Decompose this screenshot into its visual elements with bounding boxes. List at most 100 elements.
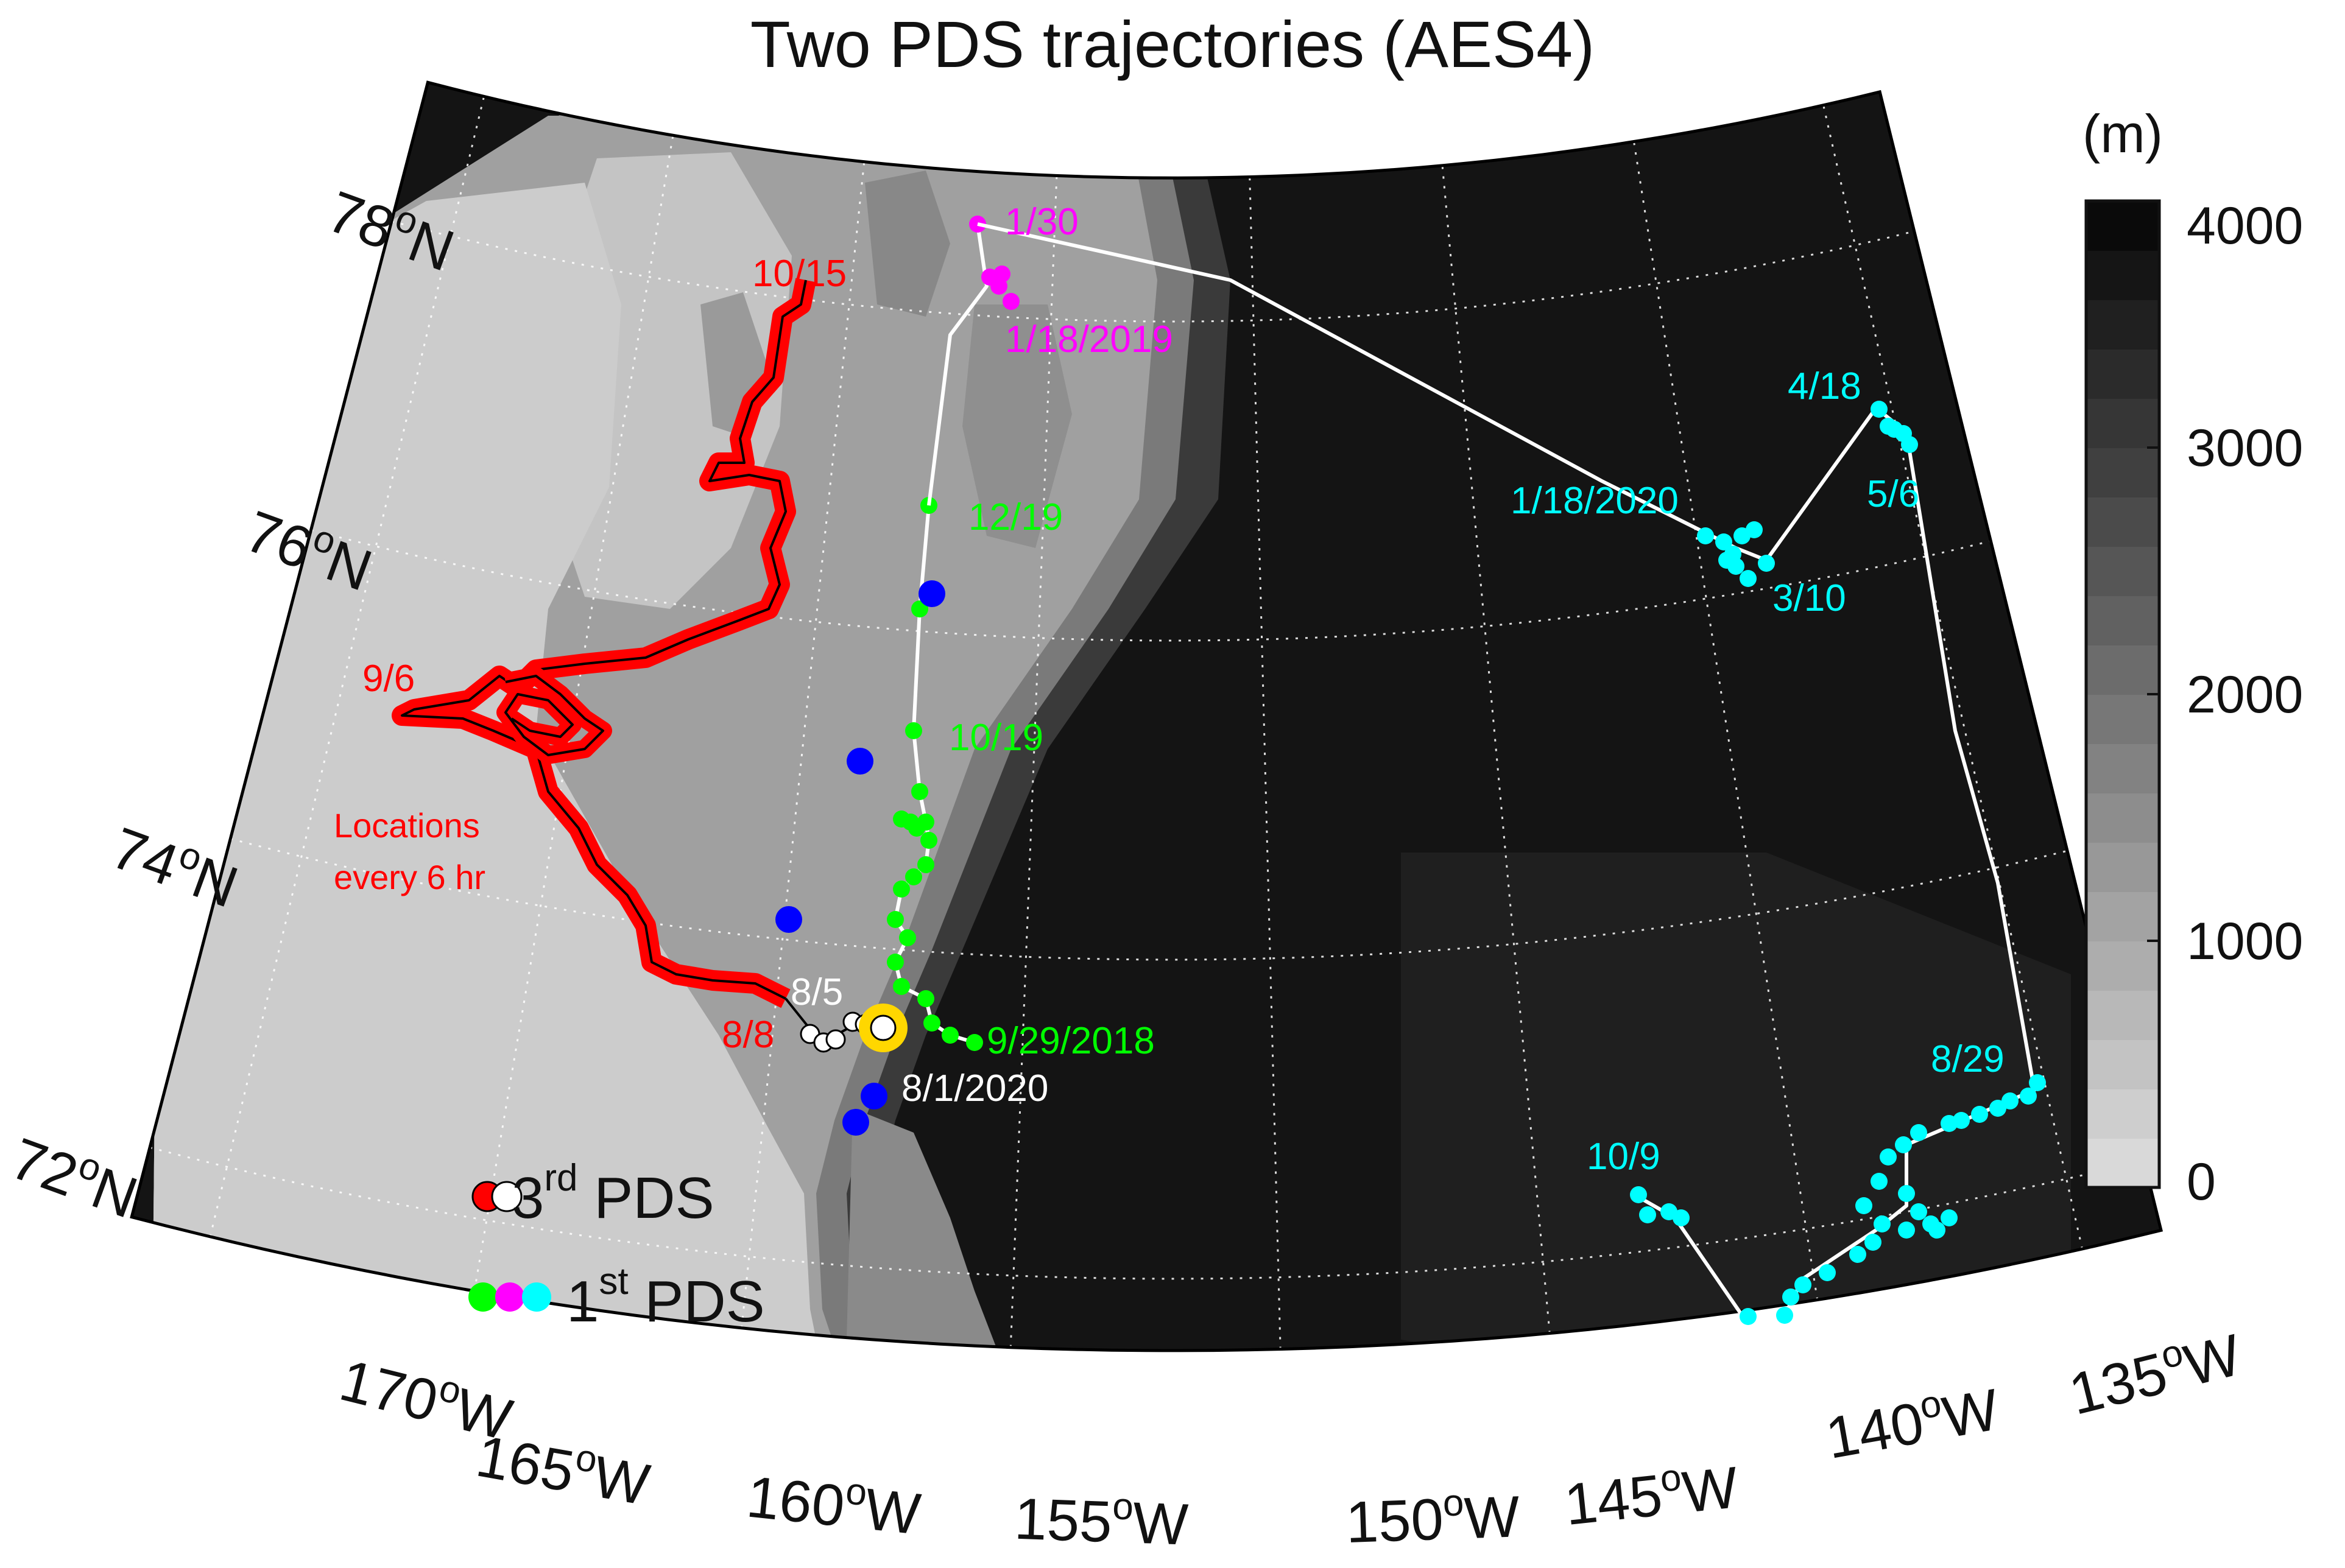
- meridian-140w: [1633, 141, 1819, 1300]
- first-pds-cyan-lower-27: [1639, 1206, 1656, 1223]
- longitude-labels: 170oW 165oW 160oW 155oW 150oW 145oW 140o…: [334, 1318, 2248, 1558]
- colorbar-band-1: [2086, 1089, 2159, 1139]
- mooring-dot-0: [919, 580, 945, 607]
- map-title: Two PDS trajectories (AES4): [750, 7, 1595, 81]
- first-pds-cyan-lower-12: [1910, 1203, 1927, 1220]
- first-pds-green-point-19: [908, 820, 925, 837]
- label-12-19: 12/19: [968, 496, 1063, 538]
- first-pds-cyan-cluster2-4: [1880, 418, 1897, 435]
- map-frame: [130, 80, 2163, 1352]
- mooring-dot-3: [861, 1083, 887, 1109]
- first-pds-green-point-18: [893, 810, 910, 828]
- label-1-18-2019: 1/18/2019: [1005, 318, 1173, 360]
- first-pds-cyan-lower-17: [1864, 1234, 1881, 1251]
- colorbar-band-5: [2086, 891, 2159, 941]
- legend-third-swatch-1: [491, 1181, 523, 1212]
- lon-label-145w: 145oW: [1561, 1450, 1741, 1538]
- lon-label-150w: 150oW: [1345, 1480, 1521, 1555]
- mooring-dot-1: [847, 748, 873, 775]
- colorbar: (m) 4000 3000 2000 1000 0: [2082, 104, 2303, 1211]
- first-pds-green-point-9: [905, 868, 922, 885]
- colorbar-tick-label-3: 1000: [2187, 912, 2303, 971]
- legend-first-swatch-0: [468, 1282, 498, 1312]
- parallel-76n: [311, 529, 1991, 642]
- legend: 3rd PDS 1st PDS: [468, 1157, 765, 1334]
- meridian-150w: [1249, 177, 1282, 1349]
- legend-first-label: 1st PDS: [566, 1260, 765, 1334]
- third-pds-loop-line: [504, 675, 604, 756]
- lat-label-72n: 72oN: [2, 1122, 147, 1231]
- first-pds-cyan-lower-23: [1740, 1308, 1757, 1325]
- first-pds-cyan-lower-28: [1941, 1209, 1958, 1226]
- first-pds-green-point-8: [893, 881, 910, 898]
- label-locations: Locations: [334, 806, 480, 845]
- first-pds-cyan-cluster2-3: [1901, 436, 1918, 453]
- lon-label-155w: 155oW: [1014, 1482, 1190, 1558]
- shelf-region: [152, 183, 853, 1351]
- first-pds-green-point-3: [917, 990, 934, 1007]
- graticule: [149, 96, 2145, 1349]
- ridge-trough-3: [962, 304, 1072, 548]
- third-pds-white-point-2: [825, 1029, 846, 1050]
- first-pds-cyan-lower-0: [2029, 1074, 2046, 1091]
- first-pds-cyan-cluster2-0: [1871, 401, 1888, 418]
- label-4-18: 4/18: [1788, 365, 1861, 407]
- colorbar-band-18: [2086, 250, 2159, 300]
- barrow-canyon: [847, 1108, 1035, 1351]
- first-pds-green-point-10: [917, 856, 934, 873]
- label-1-30: 1/30: [1005, 201, 1079, 243]
- colorbar-band-13: [2086, 497, 2159, 547]
- label-1-18-2020: 1/18/2020: [1511, 480, 1679, 522]
- legend-first-swatch-2: [522, 1282, 551, 1312]
- first-pds-cyan-lower-4: [1971, 1106, 1988, 1123]
- first-pds-green-point-13: [911, 783, 928, 800]
- first-pds-cyan-cluster1-6: [1740, 570, 1757, 587]
- colorbar-band-0: [2086, 1138, 2159, 1188]
- first-pds-cyan-lower-20: [1794, 1276, 1811, 1293]
- first-pds-magenta-point-3: [1003, 293, 1020, 310]
- label-5-6: 5/6: [1867, 473, 1919, 515]
- first-pds-cyan-lower-14: [1898, 1222, 1915, 1239]
- first-pds-cyan-lower-3: [1989, 1100, 2006, 1117]
- colorbar-band-19: [2086, 201, 2159, 251]
- colorbar-band-7: [2086, 793, 2159, 843]
- first-pds-cyan-cluster1-4: [1746, 521, 1763, 538]
- label-3-10: 3/10: [1772, 577, 1846, 619]
- first-pds-white-link: [927, 223, 989, 506]
- legend-third-label: 3rd PDS: [512, 1157, 714, 1231]
- first-pds-green-point-14: [905, 722, 922, 739]
- annotations: 10/15 9/6 8/8 Locations every 6 hr 8/5 8…: [334, 201, 2005, 1178]
- first-pds-green-point-4: [893, 978, 910, 995]
- meridian-135w: [1822, 105, 2084, 1250]
- meridian-145w: [1441, 165, 1551, 1334]
- legend-first-swatch-1: [495, 1282, 524, 1312]
- first-pds-cyan-lower-9: [1880, 1148, 1897, 1165]
- label-9-29-2018: 9/29/2018: [987, 1020, 1155, 1062]
- colorbar-tick-label-0: 4000: [2187, 197, 2303, 255]
- deployment-marker-core: [870, 1014, 897, 1041]
- first-pds-cyan-lower-25: [1660, 1203, 1677, 1220]
- first-pds-green-point-1: [942, 1027, 959, 1044]
- first-pds-cyan-lower-15: [1874, 1215, 1891, 1232]
- first-pds-green-point-5: [887, 954, 904, 971]
- trajectories: [392, 216, 2046, 1325]
- colorbar-bands: [2086, 201, 2159, 1188]
- first-pds-cyan-cluster1-1: [1715, 533, 1732, 550]
- first-pds-cyan-lower-6: [1941, 1115, 1958, 1132]
- first-pds-cyan-lower-19: [1819, 1264, 1836, 1281]
- first-pds-cyan-lower-22: [1776, 1307, 1793, 1324]
- lon-label-135w: 135oW: [2062, 1318, 2248, 1427]
- legend-first-swatches: [468, 1282, 551, 1312]
- label-8-5: 8/5: [791, 971, 843, 1013]
- colorbar-band-10: [2086, 645, 2159, 695]
- colorbar-band-4: [2086, 941, 2159, 991]
- parallel-74n: [230, 838, 2068, 961]
- colorbar-band-9: [2086, 694, 2159, 744]
- meridian-160w: [741, 161, 866, 1328]
- first-pds-cyan-lower-16: [1855, 1197, 1872, 1214]
- colorbar-tick-label-1: 3000: [2187, 419, 2303, 477]
- label-8-8: 8/8: [722, 1014, 774, 1056]
- first-pds-green-point-6: [899, 929, 916, 946]
